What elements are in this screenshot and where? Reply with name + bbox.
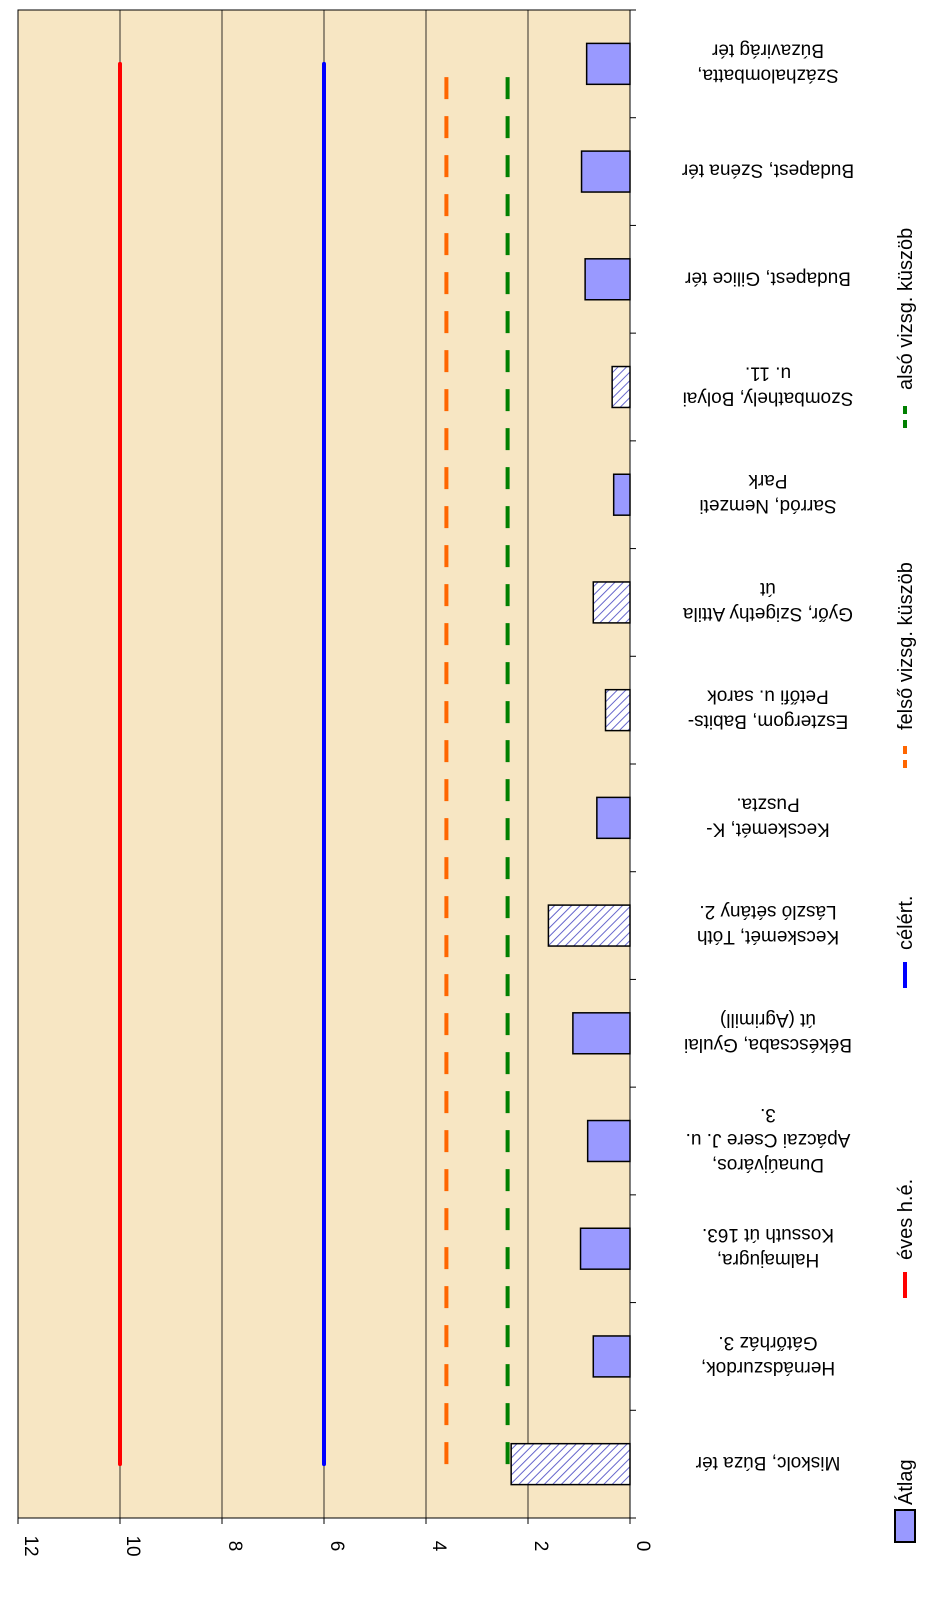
bar — [572, 1012, 631, 1055]
bar — [586, 1119, 631, 1163]
category-label: Sarród, Nemzeti Park — [699, 470, 836, 516]
category-label-line: út — [759, 578, 776, 599]
bar — [585, 42, 631, 86]
category-label: Budapest, Gilice tér — [684, 267, 850, 288]
value-tick-label: 12 — [20, 1535, 41, 1556]
bar — [604, 688, 631, 732]
category-label-line: Búzavirág tér — [711, 39, 824, 60]
value-tick-label: 8 — [224, 1541, 245, 1552]
bar — [612, 473, 631, 516]
bar — [510, 1442, 631, 1486]
category-label: Százhalombatta, Búzavirág tér — [697, 39, 839, 85]
legend-label: éves h.é. — [895, 1179, 917, 1260]
bar — [592, 581, 631, 624]
category-label-line: Miskolc, Búza tér — [695, 1452, 840, 1473]
bar — [580, 150, 631, 193]
legend-label: célért. — [895, 896, 917, 950]
category-label-line: László sétány 2. — [699, 901, 836, 922]
category-label: Hernádszurdok, Gátőrház 3. — [701, 1332, 835, 1378]
category-label: Esztergom, Babits- Petőfi u. sarok — [688, 686, 849, 732]
category-label-line: Halmajugra, — [717, 1249, 819, 1270]
legend: Átlag éves h.é. célért. felső vizsg. küszöb… — [894, 228, 917, 1543]
bar — [579, 1227, 631, 1270]
category-label-line: Petőfi u. sarok — [707, 686, 829, 707]
category-label-line: u. 11. — [745, 363, 791, 384]
value-tick-label: 2 — [530, 1541, 551, 1552]
category-label-line: Dunaújváros, — [712, 1154, 824, 1175]
category-label: Dunaújváros, Apáczai Csere J. u. 3. — [686, 1104, 851, 1175]
legend-label: Átlag — [894, 1459, 917, 1505]
bar — [592, 1335, 631, 1378]
value-tick-label: 10 — [122, 1535, 143, 1556]
category-label: Békéscsaba, Gyulai út (Agrimill) — [684, 1009, 852, 1055]
category-label-line: Esztergom, Babits- — [688, 711, 849, 732]
category-label-line: Budapest, Gilice tér — [684, 267, 850, 288]
category-label-line: Sarród, Nemzeti — [699, 495, 836, 516]
plot-area: 0 2 4 6 8 10 12 Miskolc, Búza tér Hernádszurdok,… — [17, 9, 854, 1557]
bar — [547, 904, 631, 947]
category-label-line: út (Agrimill) — [720, 1009, 816, 1030]
legend-label: felső vizsg. küszöb — [895, 562, 917, 730]
category-label-line: Puszta. — [736, 793, 799, 814]
category-label-line: Kossuth út 163. — [702, 1224, 834, 1245]
category-label-line: 3. — [760, 1104, 776, 1125]
category-label-line: Park — [748, 470, 788, 491]
category-label: Szombathely, Bolyai u. 11. — [683, 363, 854, 409]
category-label: Budapest, Széna tér — [681, 160, 854, 181]
bar — [584, 258, 631, 301]
value-tick-label: 0 — [632, 1541, 653, 1552]
category-label: Miskolc, Búza tér — [695, 1452, 840, 1473]
category-label-line: Kecskemét, Tóth — [697, 926, 839, 947]
category-label-line: Budapest, Széna tér — [681, 160, 854, 181]
category-label: Halmajugra, Kossuth út 163. — [702, 1224, 834, 1270]
legend-label: alsó vizsg. küszöb — [895, 228, 917, 390]
category-label-line: Gátőrház 3. — [718, 1332, 817, 1353]
category-label: Győr, Szigethy Attila út — [683, 578, 853, 624]
category-label-line: Apáczai Csere J. u. — [686, 1129, 851, 1150]
value-tick-label: 6 — [326, 1541, 347, 1552]
category-label-line: Békéscsaba, Gyulai — [684, 1034, 852, 1055]
bar — [611, 365, 631, 409]
category-label-line: Hernádszurdok, — [701, 1357, 835, 1378]
value-tick-label: 4 — [428, 1541, 449, 1552]
bar — [596, 796, 631, 840]
category-label: Kecskemét, Tóth László sétány 2. — [697, 901, 839, 947]
category-label-line: Százhalombatta, — [697, 64, 839, 85]
category-label-line: Győr, Szigethy Attila — [683, 603, 853, 624]
legend-swatch — [894, 1509, 916, 1543]
category-label-line: Kecskemét, K- — [706, 818, 830, 839]
category-label: Kecskemét, K- Puszta. — [706, 793, 830, 839]
category-label-line: Szombathely, Bolyai — [683, 388, 854, 409]
